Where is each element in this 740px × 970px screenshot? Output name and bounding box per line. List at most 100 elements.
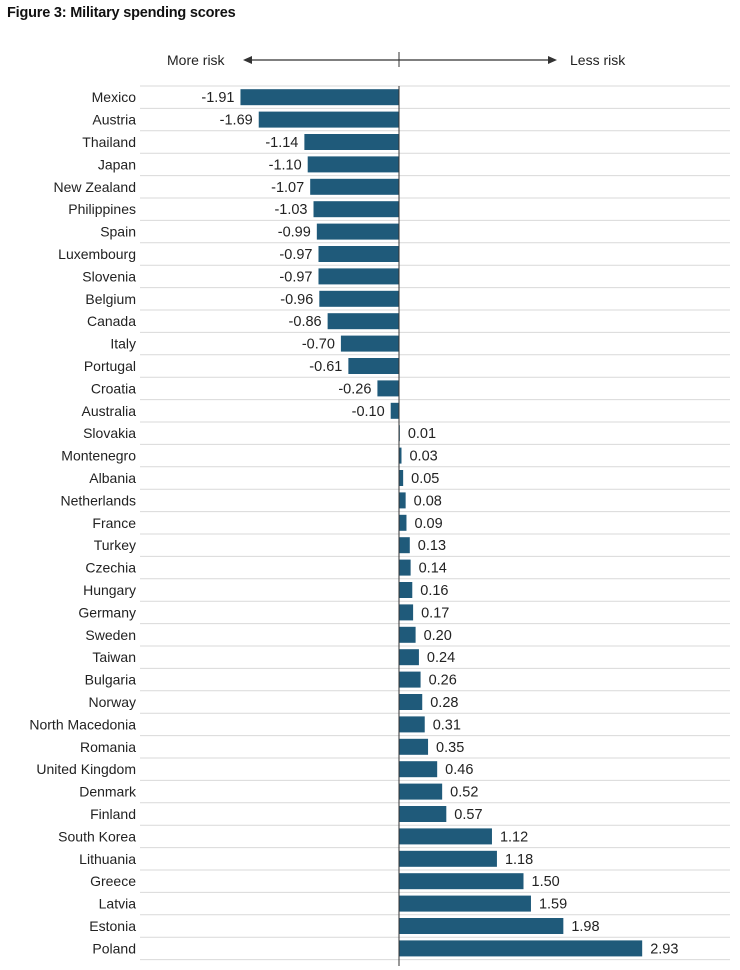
value-label: 0.17 (421, 605, 449, 621)
bar (399, 694, 423, 710)
bar (399, 940, 643, 957)
category-label: Greece (90, 873, 136, 889)
bar (399, 895, 531, 912)
value-label: 0.08 (414, 493, 442, 509)
value-label: -0.61 (309, 359, 342, 375)
category-label: Italy (110, 336, 136, 352)
bar (399, 447, 402, 464)
category-label: South Korea (58, 828, 136, 844)
bar (399, 828, 492, 845)
value-label: -0.86 (289, 314, 322, 330)
category-label: Bulgaria (85, 672, 137, 688)
bar (399, 649, 419, 666)
value-label: -1.14 (265, 135, 298, 151)
value-label: 0.13 (418, 538, 446, 554)
bar (313, 201, 399, 218)
category-label: Norway (89, 694, 136, 710)
category-label: Thailand (82, 134, 136, 150)
bar (399, 559, 411, 576)
less-risk-label: Less risk (570, 52, 626, 68)
category-label: Czechia (85, 560, 136, 576)
category-label: Turkey (94, 537, 136, 553)
bar (318, 246, 399, 262)
value-label: -0.70 (302, 337, 335, 353)
value-label: 0.28 (430, 695, 458, 711)
category-label: Netherlands (61, 492, 137, 508)
category-label: Portugal (84, 358, 136, 374)
category-label: Austria (92, 112, 136, 128)
category-label: Germany (78, 604, 136, 620)
bar (316, 223, 399, 240)
category-label: Mexico (92, 89, 137, 105)
bar (399, 537, 410, 554)
category-label: United Kingdom (36, 761, 136, 777)
value-label: 0.24 (427, 650, 455, 666)
category-label: Philippines (68, 201, 136, 217)
bar (304, 134, 399, 150)
category-label: Canada (87, 313, 136, 329)
category-label: Lithuania (79, 851, 136, 867)
category-label: Australia (82, 403, 137, 419)
bar (327, 313, 399, 330)
category-label: Hungary (83, 582, 136, 598)
value-label: -1.69 (220, 113, 253, 129)
value-labels: -1.91 -1.69 -1.14 -1.10 -1.07 -1.03 -0.99 -0.97… (201, 90, 678, 957)
bar (399, 514, 407, 531)
right-arrowhead-icon (548, 56, 557, 64)
value-label: -0.99 (278, 225, 311, 241)
category-label: Croatia (91, 380, 136, 396)
bar (240, 89, 399, 106)
category-label: Estonia (89, 918, 136, 934)
bar (307, 156, 399, 173)
left-arrowhead-icon (243, 56, 252, 64)
bar (318, 268, 399, 285)
value-label: -0.26 (338, 381, 371, 397)
bar (399, 582, 413, 598)
bar (399, 492, 406, 509)
bar (399, 850, 497, 867)
category-label: Denmark (79, 784, 137, 800)
category-labels: Mexico Austria Thailand Japan New Zealand Phi… (29, 89, 137, 956)
value-label: 0.20 (424, 628, 452, 644)
value-label: 0.03 (409, 449, 437, 465)
bar (399, 873, 524, 890)
category-label: Slovakia (83, 425, 136, 441)
category-label: Slovenia (82, 268, 136, 284)
category-label: Belgium (85, 291, 136, 307)
category-label: Taiwan (92, 649, 136, 665)
value-label: 1.18 (505, 852, 533, 868)
value-label: 1.59 (539, 897, 567, 913)
category-label: Japan (98, 156, 136, 172)
value-label: -0.97 (279, 247, 312, 263)
category-label: Poland (92, 940, 136, 956)
value-label: 0.14 (419, 561, 447, 577)
bar (399, 806, 447, 822)
risk-direction-header: More risk Less risk (167, 52, 626, 68)
bar (258, 111, 399, 128)
value-label: 0.31 (433, 717, 461, 733)
bar (399, 671, 421, 688)
bars (240, 89, 643, 957)
category-label: New Zealand (54, 179, 137, 195)
bar (319, 290, 399, 307)
bar (399, 761, 438, 778)
value-label: 0.05 (411, 471, 439, 487)
category-label: Romania (80, 739, 136, 755)
value-label: 0.46 (445, 762, 473, 778)
bar (348, 358, 399, 374)
category-label: North Macedonia (29, 716, 136, 732)
bar (340, 335, 399, 352)
figure-title: Figure 3: Military spending scores (7, 5, 236, 21)
value-label: 0.09 (414, 516, 442, 532)
more-risk-label: More risk (167, 52, 226, 68)
value-label: 0.52 (450, 785, 478, 801)
value-label: -0.10 (352, 404, 385, 420)
value-label: 0.35 (436, 740, 464, 756)
value-label: 0.16 (420, 583, 448, 599)
value-label: 0.01 (408, 426, 436, 442)
category-label: Spain (100, 224, 136, 240)
value-label: 0.57 (454, 807, 482, 823)
value-label: 2.93 (650, 941, 678, 957)
category-label: Sweden (85, 627, 136, 643)
